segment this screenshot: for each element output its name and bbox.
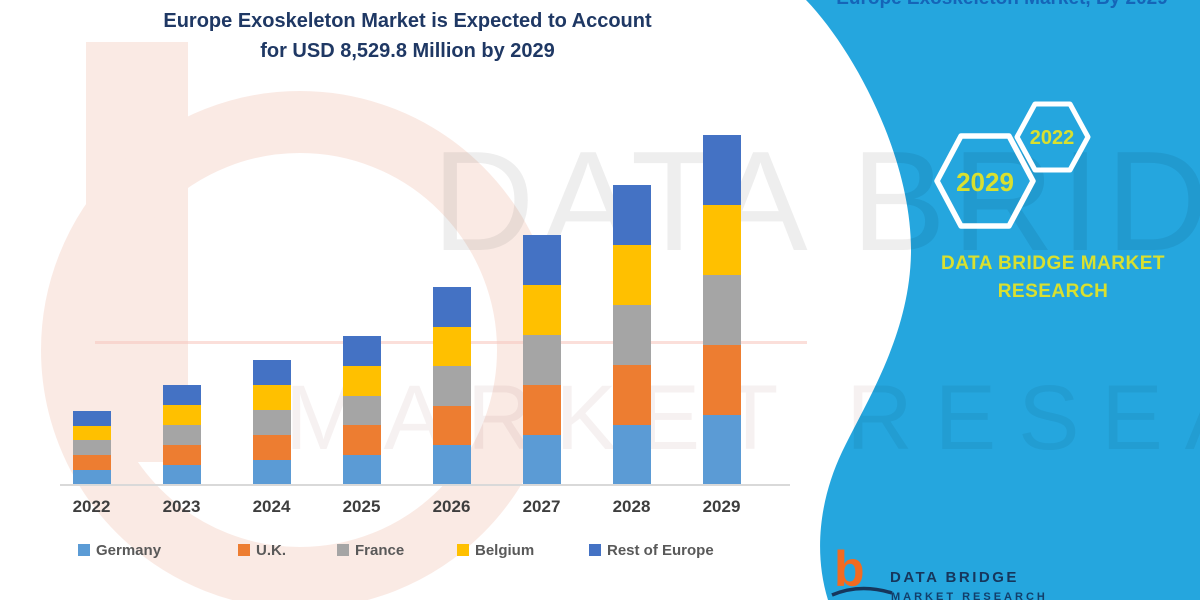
footer-brand-name: DATA BRIDGE bbox=[890, 569, 1019, 586]
bar-segment-belgium bbox=[252, 385, 291, 411]
bar-segment-germany bbox=[702, 415, 741, 485]
bar-segment-u-k- bbox=[72, 455, 111, 471]
bar-segment-france bbox=[72, 440, 111, 456]
chart-title: Europe Exoskeleton Market is Expected to… bbox=[0, 6, 815, 66]
bar-segment-belgium bbox=[702, 205, 741, 275]
bar-segment-france bbox=[342, 395, 381, 426]
legend-label: France bbox=[355, 542, 405, 559]
legend-swatch bbox=[457, 544, 469, 556]
bar-segment-belgium bbox=[432, 326, 471, 367]
legend-item-belgium: Belgium bbox=[457, 542, 535, 559]
legend-swatch bbox=[589, 544, 601, 556]
chart-bar-2027 bbox=[522, 234, 561, 485]
x-axis-label-2029: 2029 bbox=[702, 497, 741, 516]
legend-label: U.K. bbox=[256, 542, 286, 559]
bar-segment-france bbox=[162, 425, 201, 446]
bar-segment-germany bbox=[432, 445, 471, 485]
bar-segment-germany bbox=[162, 465, 201, 485]
footer-brand-sub: MARKET RESEARCH bbox=[891, 591, 1048, 600]
bar-segment-germany bbox=[72, 470, 111, 485]
hexagon-year-small: 2022 bbox=[1029, 127, 1075, 149]
legend-swatch bbox=[337, 544, 349, 556]
bar-segment-france bbox=[432, 366, 471, 406]
x-axis-label-2028: 2028 bbox=[612, 497, 651, 516]
chart-bar-2026 bbox=[432, 287, 471, 485]
bar-segment-rest-of-europe bbox=[702, 135, 741, 205]
bar-segment-germany bbox=[252, 460, 291, 485]
legend-swatch bbox=[238, 544, 250, 556]
bar-segment-u-k- bbox=[702, 345, 741, 415]
hexagon-year-large: 2029 bbox=[956, 167, 1014, 197]
panel-header-clipped: Europe Exoskeleton Market, By 2029 bbox=[808, 0, 1196, 12]
chart-bar-2024 bbox=[252, 360, 291, 485]
x-axis-label-2027: 2027 bbox=[522, 497, 561, 516]
chart-bar-2029 bbox=[702, 135, 741, 485]
logo-swoosh-icon bbox=[831, 586, 893, 597]
legend-item-france: France bbox=[337, 542, 405, 559]
legend-label: Belgium bbox=[475, 542, 535, 559]
bar-segment-rest-of-europe bbox=[252, 360, 291, 386]
brand-text: DATA BRIDGE MARKET RESEARCH bbox=[941, 253, 1165, 302]
x-axis-label-2022: 2022 bbox=[72, 497, 111, 516]
legend-item-u-k-: U.K. bbox=[238, 542, 286, 559]
bar-segment-belgium bbox=[522, 284, 561, 335]
bar-segment-u-k- bbox=[162, 445, 201, 466]
bar-segment-rest-of-europe bbox=[432, 287, 471, 327]
bar-segment-belgium bbox=[72, 425, 111, 441]
bar-segment-france bbox=[252, 410, 291, 436]
bar-segment-u-k- bbox=[612, 365, 651, 426]
bar-segment-u-k- bbox=[432, 405, 471, 446]
legend-item-germany: Germany bbox=[78, 542, 162, 559]
bar-segment-rest-of-europe bbox=[342, 336, 381, 366]
bar-segment-u-k- bbox=[342, 425, 381, 456]
bar-segment-france bbox=[522, 334, 561, 385]
bar-segment-rest-of-europe bbox=[612, 185, 651, 246]
chart-bar-2022 bbox=[72, 410, 111, 485]
legend-label: Rest of Europe bbox=[607, 542, 714, 559]
chart-title-line1: Europe Exoskeleton Market is Expected to… bbox=[163, 10, 652, 32]
x-axis-label-2024: 2024 bbox=[252, 497, 291, 516]
chart-bar-2023 bbox=[162, 385, 201, 485]
x-axis-label-2026: 2026 bbox=[432, 497, 471, 516]
bar-segment-u-k- bbox=[522, 384, 561, 435]
bar-segment-belgium bbox=[162, 405, 201, 426]
bar-segment-germany bbox=[612, 425, 651, 485]
chart-bar-2025 bbox=[342, 336, 381, 485]
x-axis-label-2023: 2023 bbox=[162, 497, 201, 516]
x-axis-label-2025: 2025 bbox=[342, 497, 381, 516]
legend-swatch bbox=[78, 544, 90, 556]
bar-segment-u-k- bbox=[252, 435, 291, 461]
footer-logo: b DATA BRIDGE MARKET RESEARCH bbox=[828, 544, 1148, 600]
bar-segment-rest-of-europe bbox=[162, 385, 201, 406]
bar-segment-france bbox=[612, 305, 651, 366]
bar-segment-germany bbox=[522, 434, 561, 485]
bar-segment-france bbox=[702, 275, 741, 345]
chart-bar-2028 bbox=[612, 185, 651, 485]
chart-title-line2: for USD 8,529.8 Million by 2029 bbox=[260, 40, 555, 62]
bar-segment-rest-of-europe bbox=[522, 234, 561, 285]
bar-segment-rest-of-europe bbox=[72, 410, 111, 426]
bar-segment-belgium bbox=[342, 365, 381, 396]
bar-segment-germany bbox=[342, 455, 381, 485]
x-axis-line bbox=[60, 484, 790, 486]
bar-segment-belgium bbox=[612, 245, 651, 306]
legend-label: Germany bbox=[96, 542, 162, 559]
legend-item-rest-of-europe: Rest of Europe bbox=[589, 542, 714, 559]
